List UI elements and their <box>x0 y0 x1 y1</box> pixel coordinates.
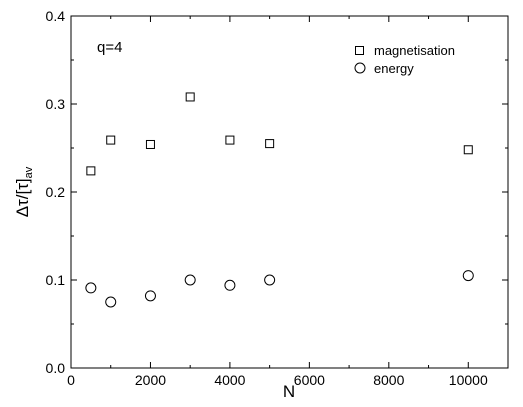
x-tick-label: 0 <box>67 372 75 388</box>
y-tick-label: 0.4 <box>46 8 66 24</box>
x-tick-label: 8000 <box>373 372 404 388</box>
point-magnetisation <box>86 166 96 176</box>
x-tick-label: 10000 <box>449 372 488 388</box>
point-energy <box>462 270 474 282</box>
data-markers <box>85 92 474 308</box>
point-energy <box>264 274 276 286</box>
legend-label-magnetisation: magnetisation <box>374 43 455 58</box>
x-tick-label: 6000 <box>294 372 325 388</box>
y-tick-label: 0.0 <box>46 360 66 376</box>
y-tick-label: 0.2 <box>46 184 66 200</box>
point-magnetisation <box>463 145 473 155</box>
point-magnetisation <box>225 135 235 145</box>
x-tick-label: 4000 <box>214 372 245 388</box>
legend-marker-magnetisation <box>355 46 364 55</box>
point-magnetisation <box>185 92 195 102</box>
point-energy <box>184 274 196 286</box>
point-energy <box>105 296 117 308</box>
point-magnetisation <box>106 135 116 145</box>
y-axis: 0.0 0.1 0.2 0.3 0.4 <box>46 8 508 376</box>
plot-frame <box>70 15 509 369</box>
point-magnetisation <box>265 139 275 149</box>
point-energy <box>144 290 156 302</box>
y-axis-title-main: Δτ/[τ] <box>13 178 32 217</box>
point-energy <box>85 282 97 294</box>
x-tick-label: 2000 <box>135 372 166 388</box>
legend-label-energy: energy <box>374 61 414 76</box>
point-energy <box>224 279 236 291</box>
x-axis-title: N <box>283 382 295 401</box>
legend: magnetisation energy <box>354 43 455 76</box>
legend-marker-energy <box>354 62 366 74</box>
annotation-label: q=4 <box>97 39 122 56</box>
y-axis-title: Δτ/[τ]av <box>13 166 35 217</box>
y-tick-label: 0.3 <box>46 96 66 112</box>
y-axis-title-subscript: av <box>23 166 35 178</box>
y-tick-label: 0.1 <box>46 272 66 288</box>
x-axis: 0 2000 4000 6000 8000 10000 <box>67 16 488 388</box>
point-magnetisation <box>145 139 155 149</box>
